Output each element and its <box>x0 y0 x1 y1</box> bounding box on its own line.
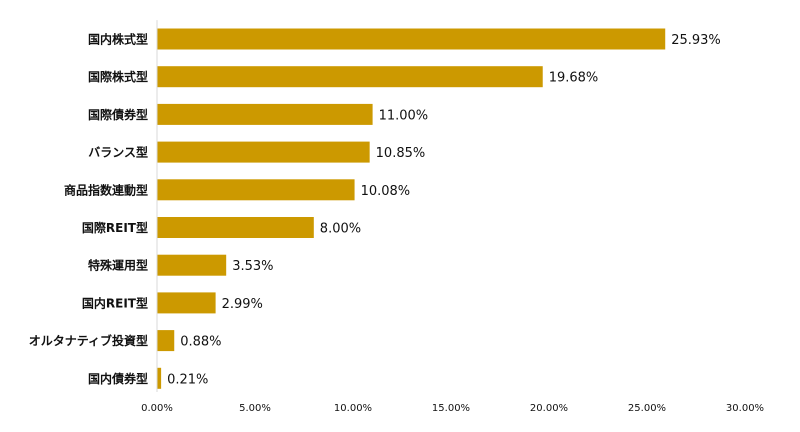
bar <box>157 254 227 276</box>
data-label: 10.85% <box>376 146 426 161</box>
category-label: 国内REIT型 <box>82 295 148 310</box>
data-label: 8.00% <box>320 222 361 237</box>
data-label: 25.93% <box>671 33 721 48</box>
data-label: 10.08% <box>361 184 411 199</box>
data-label: 19.68% <box>549 71 599 86</box>
category-label: 特殊運用型 <box>88 258 148 273</box>
bar <box>157 141 370 163</box>
x-tick-label: 15.00% <box>432 403 470 414</box>
category-label: オルタナティブ投資型 <box>29 333 148 348</box>
x-tick-label: 30.00% <box>726 403 764 414</box>
bar <box>157 330 175 352</box>
x-tick-label: 25.00% <box>628 403 666 414</box>
category-label: 商品指数連動型 <box>64 182 148 197</box>
data-label: 0.21% <box>167 372 208 387</box>
category-label: 国際REIT型 <box>82 220 148 235</box>
category-label: バランス型 <box>88 145 148 160</box>
data-label: 2.99% <box>222 297 263 312</box>
bar <box>157 28 666 50</box>
category-label: 国内債券型 <box>88 371 148 386</box>
data-label: 3.53% <box>232 259 273 274</box>
labels-layer: 国内株式型 25.93% 国際株式型 19.68% 国際債券型 11.00% バランス型 10… <box>29 32 764 415</box>
data-label: 0.88% <box>180 335 221 350</box>
bars-layer <box>157 28 666 389</box>
bar <box>157 217 314 238</box>
bar <box>157 367 162 389</box>
data-label: 11.00% <box>379 108 429 123</box>
x-tick-label: 10.00% <box>334 403 372 414</box>
category-label: 国際株式型 <box>88 69 148 84</box>
category-label: 国内株式型 <box>88 32 148 47</box>
bar <box>157 66 543 88</box>
category-label: 国際債券型 <box>88 107 148 122</box>
bar <box>157 292 216 314</box>
x-tick-label: 5.00% <box>239 403 271 414</box>
bar <box>157 179 355 201</box>
x-tick-label: 0.00% <box>141 403 173 414</box>
bar <box>157 103 373 125</box>
x-tick-label: 20.00% <box>530 403 568 414</box>
